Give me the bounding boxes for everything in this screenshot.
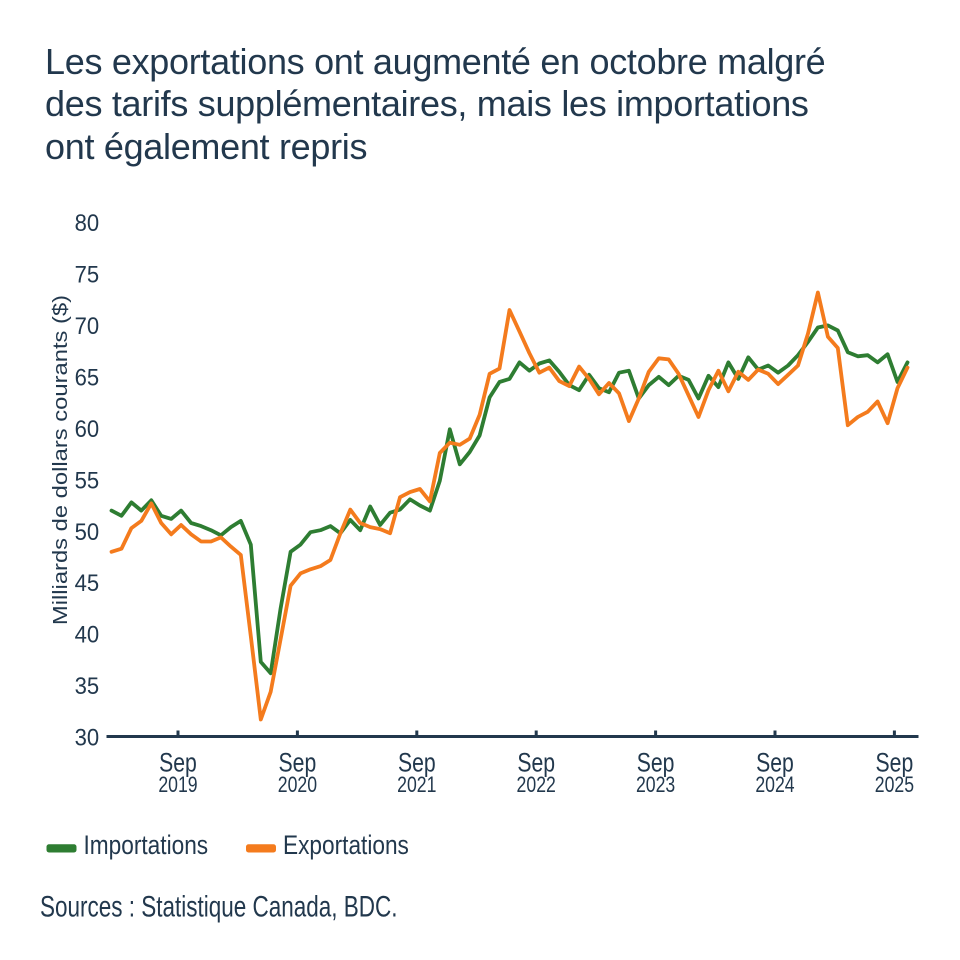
- svg-text:45: 45: [75, 569, 100, 596]
- svg-text:Sep: Sep: [517, 748, 555, 778]
- svg-text:70: 70: [75, 312, 100, 339]
- svg-text:2019: 2019: [158, 774, 197, 798]
- svg-text:2023: 2023: [636, 774, 675, 798]
- svg-text:40: 40: [75, 621, 100, 648]
- svg-text:75: 75: [75, 261, 100, 288]
- svg-text:Importations: Importations: [84, 831, 209, 860]
- svg-text:Sep: Sep: [279, 748, 317, 778]
- svg-text:Milliards de dollars courants: Milliards de dollars courants ($): [48, 295, 71, 625]
- svg-text:Sep: Sep: [398, 748, 436, 778]
- svg-text:55: 55: [75, 467, 100, 494]
- svg-text:2025: 2025: [875, 774, 914, 798]
- svg-text:Exportations: Exportations: [283, 831, 409, 860]
- svg-text:Sep: Sep: [756, 748, 794, 778]
- svg-text:65: 65: [75, 364, 100, 391]
- svg-text:50: 50: [75, 518, 100, 545]
- svg-text:2024: 2024: [755, 774, 794, 798]
- svg-text:Sep: Sep: [876, 748, 914, 778]
- svg-text:Sep: Sep: [637, 748, 675, 778]
- svg-text:2021: 2021: [397, 774, 436, 798]
- svg-text:60: 60: [75, 415, 100, 442]
- svg-text:30: 30: [75, 724, 100, 751]
- svg-text:Sep: Sep: [159, 748, 197, 778]
- svg-text:2022: 2022: [517, 774, 556, 798]
- svg-text:80: 80: [75, 209, 100, 236]
- svg-text:35: 35: [75, 672, 100, 699]
- svg-text:Sources : Statistique Canada,: Sources : Statistique Canada, BDC.: [40, 889, 397, 923]
- svg-text:2020: 2020: [278, 774, 317, 798]
